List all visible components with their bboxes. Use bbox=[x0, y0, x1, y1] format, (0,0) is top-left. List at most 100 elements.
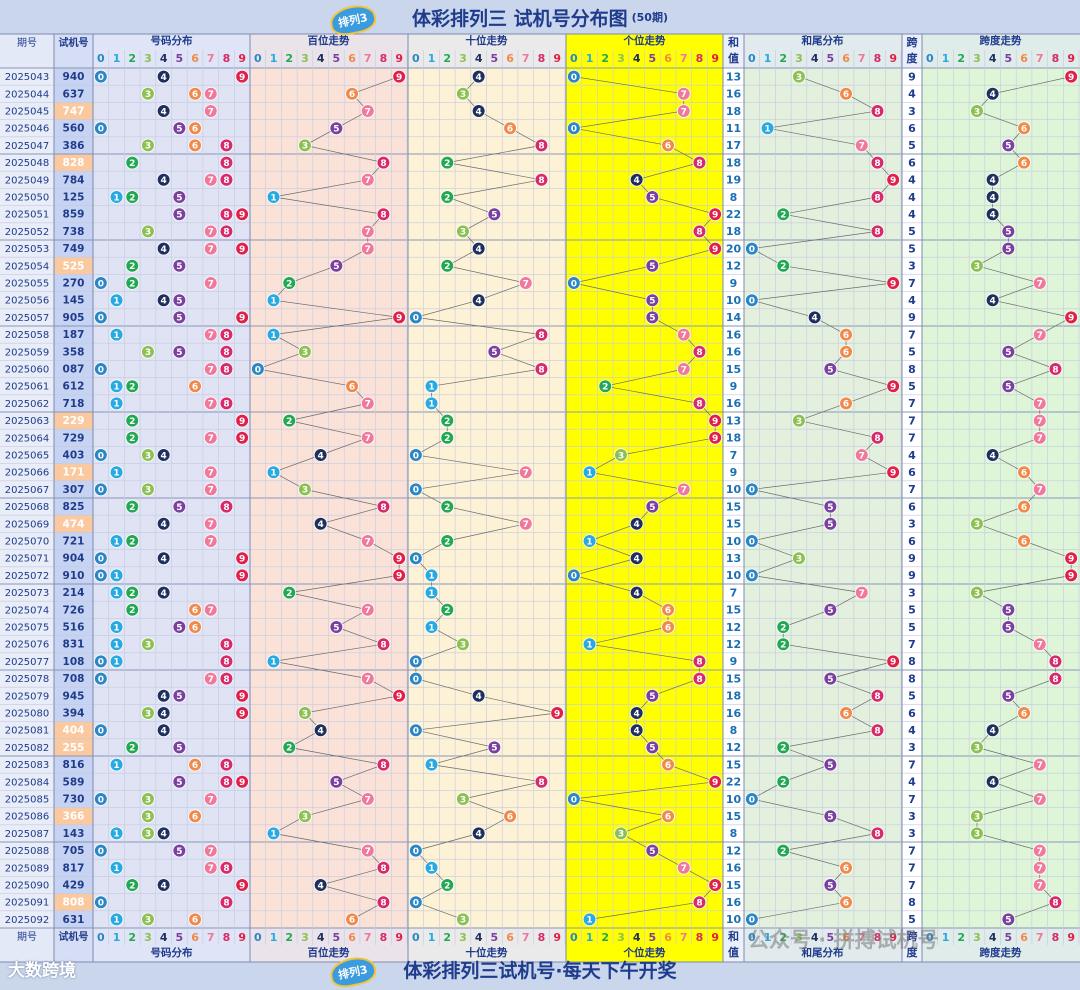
st-trend-ball: 7 bbox=[854, 138, 869, 153]
svg-text:0: 0 bbox=[98, 658, 104, 668]
svg-text:6: 6 bbox=[843, 400, 849, 410]
u-trend-ball: 4 bbox=[629, 173, 644, 187]
svg-text:1: 1 bbox=[586, 469, 592, 479]
h-trend-ball: 5 bbox=[329, 620, 344, 634]
st-trend-ball: 5 bbox=[823, 499, 838, 514]
svg-text:1: 1 bbox=[113, 297, 119, 307]
svg-text:0: 0 bbox=[571, 572, 577, 582]
trial-cell: 904 bbox=[63, 553, 85, 565]
digit-header-1-bottom: 1 bbox=[428, 931, 436, 944]
st-trend-ball: 7 bbox=[854, 448, 869, 462]
svg-text:7: 7 bbox=[681, 107, 687, 117]
dist-ball: 6 bbox=[188, 602, 202, 617]
trial-cell: 729 bbox=[63, 432, 85, 444]
sp-trend-ball: 9 bbox=[1064, 568, 1078, 583]
span-cell: 9 bbox=[908, 70, 916, 83]
dist-ball: 1 bbox=[109, 293, 124, 308]
period-cell: 2025080 bbox=[5, 709, 50, 720]
period-cell: 2025069 bbox=[5, 519, 50, 530]
period-cell: 2025087 bbox=[5, 829, 50, 840]
trial-cell: 808 bbox=[63, 897, 85, 909]
svg-text:5: 5 bbox=[176, 262, 182, 272]
h-trend-ball: 4 bbox=[313, 448, 328, 462]
svg-text:3: 3 bbox=[145, 709, 151, 719]
svg-text:8: 8 bbox=[696, 675, 702, 685]
st-trend-ball: 2 bbox=[776, 258, 791, 273]
svg-text:6: 6 bbox=[192, 916, 198, 926]
dist-ball: 0 bbox=[94, 276, 108, 290]
period-cell: 2025077 bbox=[5, 657, 50, 668]
trial-cell: 429 bbox=[63, 880, 85, 892]
dist-ball: 4 bbox=[156, 826, 171, 841]
svg-text:8: 8 bbox=[380, 159, 386, 169]
svg-text:1: 1 bbox=[270, 193, 276, 203]
dist-ball: 3 bbox=[141, 809, 155, 823]
trial-cell: 749 bbox=[63, 243, 85, 255]
digit-header-6: 6 bbox=[842, 52, 850, 65]
svg-text:8: 8 bbox=[538, 365, 544, 375]
dist-header-bottom: 号码分布 bbox=[151, 946, 193, 959]
digit-header-3-bottom: 3 bbox=[973, 931, 981, 944]
svg-text:3: 3 bbox=[302, 813, 308, 823]
t-trend-ball: 1 bbox=[424, 860, 439, 875]
trial-cell: 612 bbox=[63, 381, 85, 393]
period-cell: 2025091 bbox=[5, 898, 50, 909]
dist-ball: 6 bbox=[188, 121, 202, 135]
span-cell: 3 bbox=[908, 586, 916, 599]
u-trend-ball: 1 bbox=[582, 912, 597, 927]
svg-text:9: 9 bbox=[396, 73, 402, 83]
u-trend-ball: 6 bbox=[661, 602, 675, 617]
svg-text:3: 3 bbox=[302, 348, 308, 358]
digit-header-7-bottom: 7 bbox=[522, 931, 530, 944]
h-trend-ball: 6 bbox=[345, 379, 359, 394]
dist-ball: 7 bbox=[203, 276, 218, 290]
u-trend-ball: 7 bbox=[676, 860, 691, 875]
dist-ball: 1 bbox=[109, 396, 124, 411]
span-cell: 3 bbox=[908, 810, 916, 823]
period-cell: 2025071 bbox=[5, 554, 50, 565]
svg-text:2: 2 bbox=[129, 417, 135, 427]
t-trend-ball: 0 bbox=[409, 482, 423, 497]
st-trend-ball: 3 bbox=[792, 413, 806, 428]
span-trend-header-bottom: 跨度走势 bbox=[980, 946, 1022, 959]
svg-text:0: 0 bbox=[571, 125, 577, 135]
svg-text:6: 6 bbox=[843, 709, 849, 719]
sum-cell: 20 bbox=[726, 242, 742, 255]
svg-text:1: 1 bbox=[113, 537, 119, 547]
svg-text:7: 7 bbox=[208, 279, 214, 289]
svg-text:1: 1 bbox=[270, 331, 276, 341]
sum-cell: 16 bbox=[726, 328, 742, 341]
st-trend-ball: 8 bbox=[870, 104, 885, 118]
svg-text:8: 8 bbox=[223, 176, 229, 186]
dist-ball: 1 bbox=[109, 379, 124, 394]
period-cell: 2025070 bbox=[5, 537, 50, 548]
svg-text:7: 7 bbox=[208, 331, 214, 341]
svg-text:6: 6 bbox=[843, 348, 849, 358]
trial-cell: 637 bbox=[63, 88, 85, 100]
tens-header: 十位走势 bbox=[466, 34, 508, 47]
svg-text:0: 0 bbox=[98, 847, 104, 857]
sp-trend-ball: 5 bbox=[1001, 241, 1016, 256]
sp-trend-ball: 4 bbox=[985, 173, 1000, 187]
dist-ball: 9 bbox=[235, 241, 249, 256]
trial-highlight bbox=[54, 412, 93, 430]
span-cell: 5 bbox=[908, 604, 916, 617]
svg-text:0: 0 bbox=[413, 675, 419, 685]
h-trend-ball: 5 bbox=[329, 774, 344, 789]
sp-trend-ball: 5 bbox=[1001, 602, 1016, 617]
svg-text:4: 4 bbox=[161, 176, 167, 186]
digit-header-8: 8 bbox=[1052, 52, 1060, 65]
t-trend-ball: 6 bbox=[503, 121, 517, 135]
span-cell: 6 bbox=[908, 122, 916, 135]
sum-cell: 14 bbox=[726, 311, 742, 324]
period-cell: 2025053 bbox=[5, 244, 50, 255]
sum-cell: 7 bbox=[730, 449, 738, 462]
sum-cell: 16 bbox=[726, 346, 742, 359]
dist-ball: 9 bbox=[235, 69, 249, 84]
st-trend-ball: 5 bbox=[823, 602, 838, 617]
svg-text:4: 4 bbox=[476, 107, 482, 117]
u-trend-ball: 7 bbox=[676, 362, 691, 376]
svg-text:6: 6 bbox=[349, 90, 355, 100]
dist-ball: 8 bbox=[219, 173, 234, 187]
u-trend-ball: 8 bbox=[692, 396, 707, 411]
